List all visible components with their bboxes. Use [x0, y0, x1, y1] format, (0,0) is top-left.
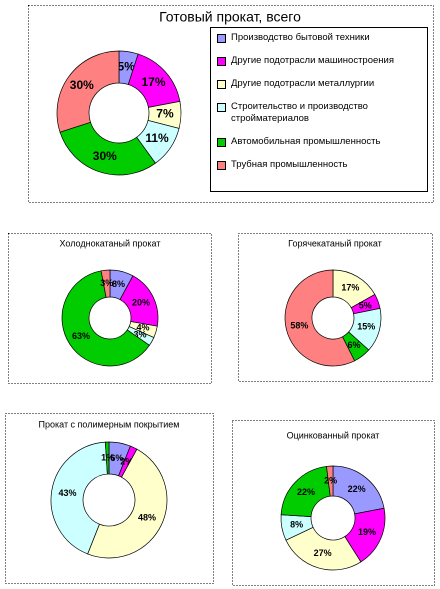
data-label: 2% — [120, 456, 133, 466]
donut-segment — [284, 269, 356, 367]
donut-segment — [104, 441, 110, 475]
legend-swatch — [217, 80, 226, 89]
legend-label: Автомобильная промышленность — [231, 136, 381, 147]
legend-swatch — [217, 161, 226, 170]
chart-title: Готовый прокат, всего — [159, 9, 301, 25]
donut-segment — [87, 448, 168, 559]
chart-frame — [8, 233, 212, 384]
legend-swatch — [217, 34, 226, 43]
legend: Производство бытовой техники Другие подот… — [210, 27, 428, 192]
chart-title: Оцинкованный прокат — [287, 430, 380, 440]
data-label: 8% — [112, 279, 125, 289]
data-label: 6% — [347, 340, 360, 350]
chart-title: Горячекатаный прокат — [288, 238, 382, 248]
data-label: 30% — [93, 149, 117, 163]
donut-segment — [59, 121, 156, 176]
legend-swatch — [217, 57, 226, 66]
legend-label: Строительство и производство стройматери… — [231, 101, 368, 124]
legend-label: Другие подотрасли машиностроения — [231, 55, 394, 66]
data-label: 43% — [59, 488, 77, 498]
chart-title: Прокат с полимерным покрытием — [39, 419, 180, 429]
data-label: 19% — [358, 527, 376, 537]
data-label: 30% — [70, 78, 94, 92]
data-label: 2% — [324, 475, 337, 485]
data-label: 4% — [136, 322, 149, 332]
data-label: 5% — [359, 300, 372, 310]
data-label: 11% — [145, 131, 169, 145]
data-label: 15% — [357, 321, 375, 331]
data-label: 3% — [134, 329, 147, 339]
chart-frame — [28, 5, 434, 203]
donut-segment — [56, 50, 120, 133]
data-label: 63% — [72, 331, 90, 341]
legend-label: Трубная промышленность — [231, 159, 348, 170]
data-label: 6% — [110, 453, 123, 463]
chart-title: Холоднокатаный прокат — [60, 238, 161, 248]
data-label: 5% — [118, 60, 136, 74]
data-label: 22% — [348, 484, 366, 494]
legend-item: Другие подотрасли металлургии — [217, 78, 423, 90]
legend-swatch — [217, 103, 226, 112]
legend-item: Трубная промышленность — [217, 159, 423, 171]
data-label: 48% — [138, 512, 156, 522]
legend-item: Строительство и производство стройматери… — [217, 101, 423, 125]
legend-label: Производство бытовой техники — [231, 32, 370, 43]
chart-frame — [238, 233, 433, 382]
data-label: 7% — [156, 107, 174, 121]
chart-frame — [232, 420, 435, 586]
data-label: 8% — [290, 519, 303, 529]
legend-label: Другие подотрасли металлургии — [231, 78, 375, 89]
data-label: 58% — [290, 320, 308, 330]
legend-swatch — [217, 138, 226, 147]
donut-segment — [61, 270, 150, 367]
legend-item: Автомобильная промышленность — [217, 136, 423, 148]
data-label: 17% — [141, 75, 165, 89]
donut-segment — [100, 269, 111, 298]
data-label: 20% — [132, 297, 150, 307]
donut-segment — [326, 465, 334, 497]
data-label: 1% — [101, 452, 114, 462]
donut-segment — [285, 526, 362, 571]
data-label: 17% — [341, 283, 359, 293]
data-label: 3% — [100, 278, 113, 288]
legend-item: Другие подотрасли машиностроения — [217, 55, 423, 67]
donut-segment — [50, 441, 108, 555]
legend-item: Производство бытовой техники — [217, 32, 423, 44]
data-label: 22% — [297, 487, 315, 497]
data-label: 27% — [314, 548, 332, 558]
